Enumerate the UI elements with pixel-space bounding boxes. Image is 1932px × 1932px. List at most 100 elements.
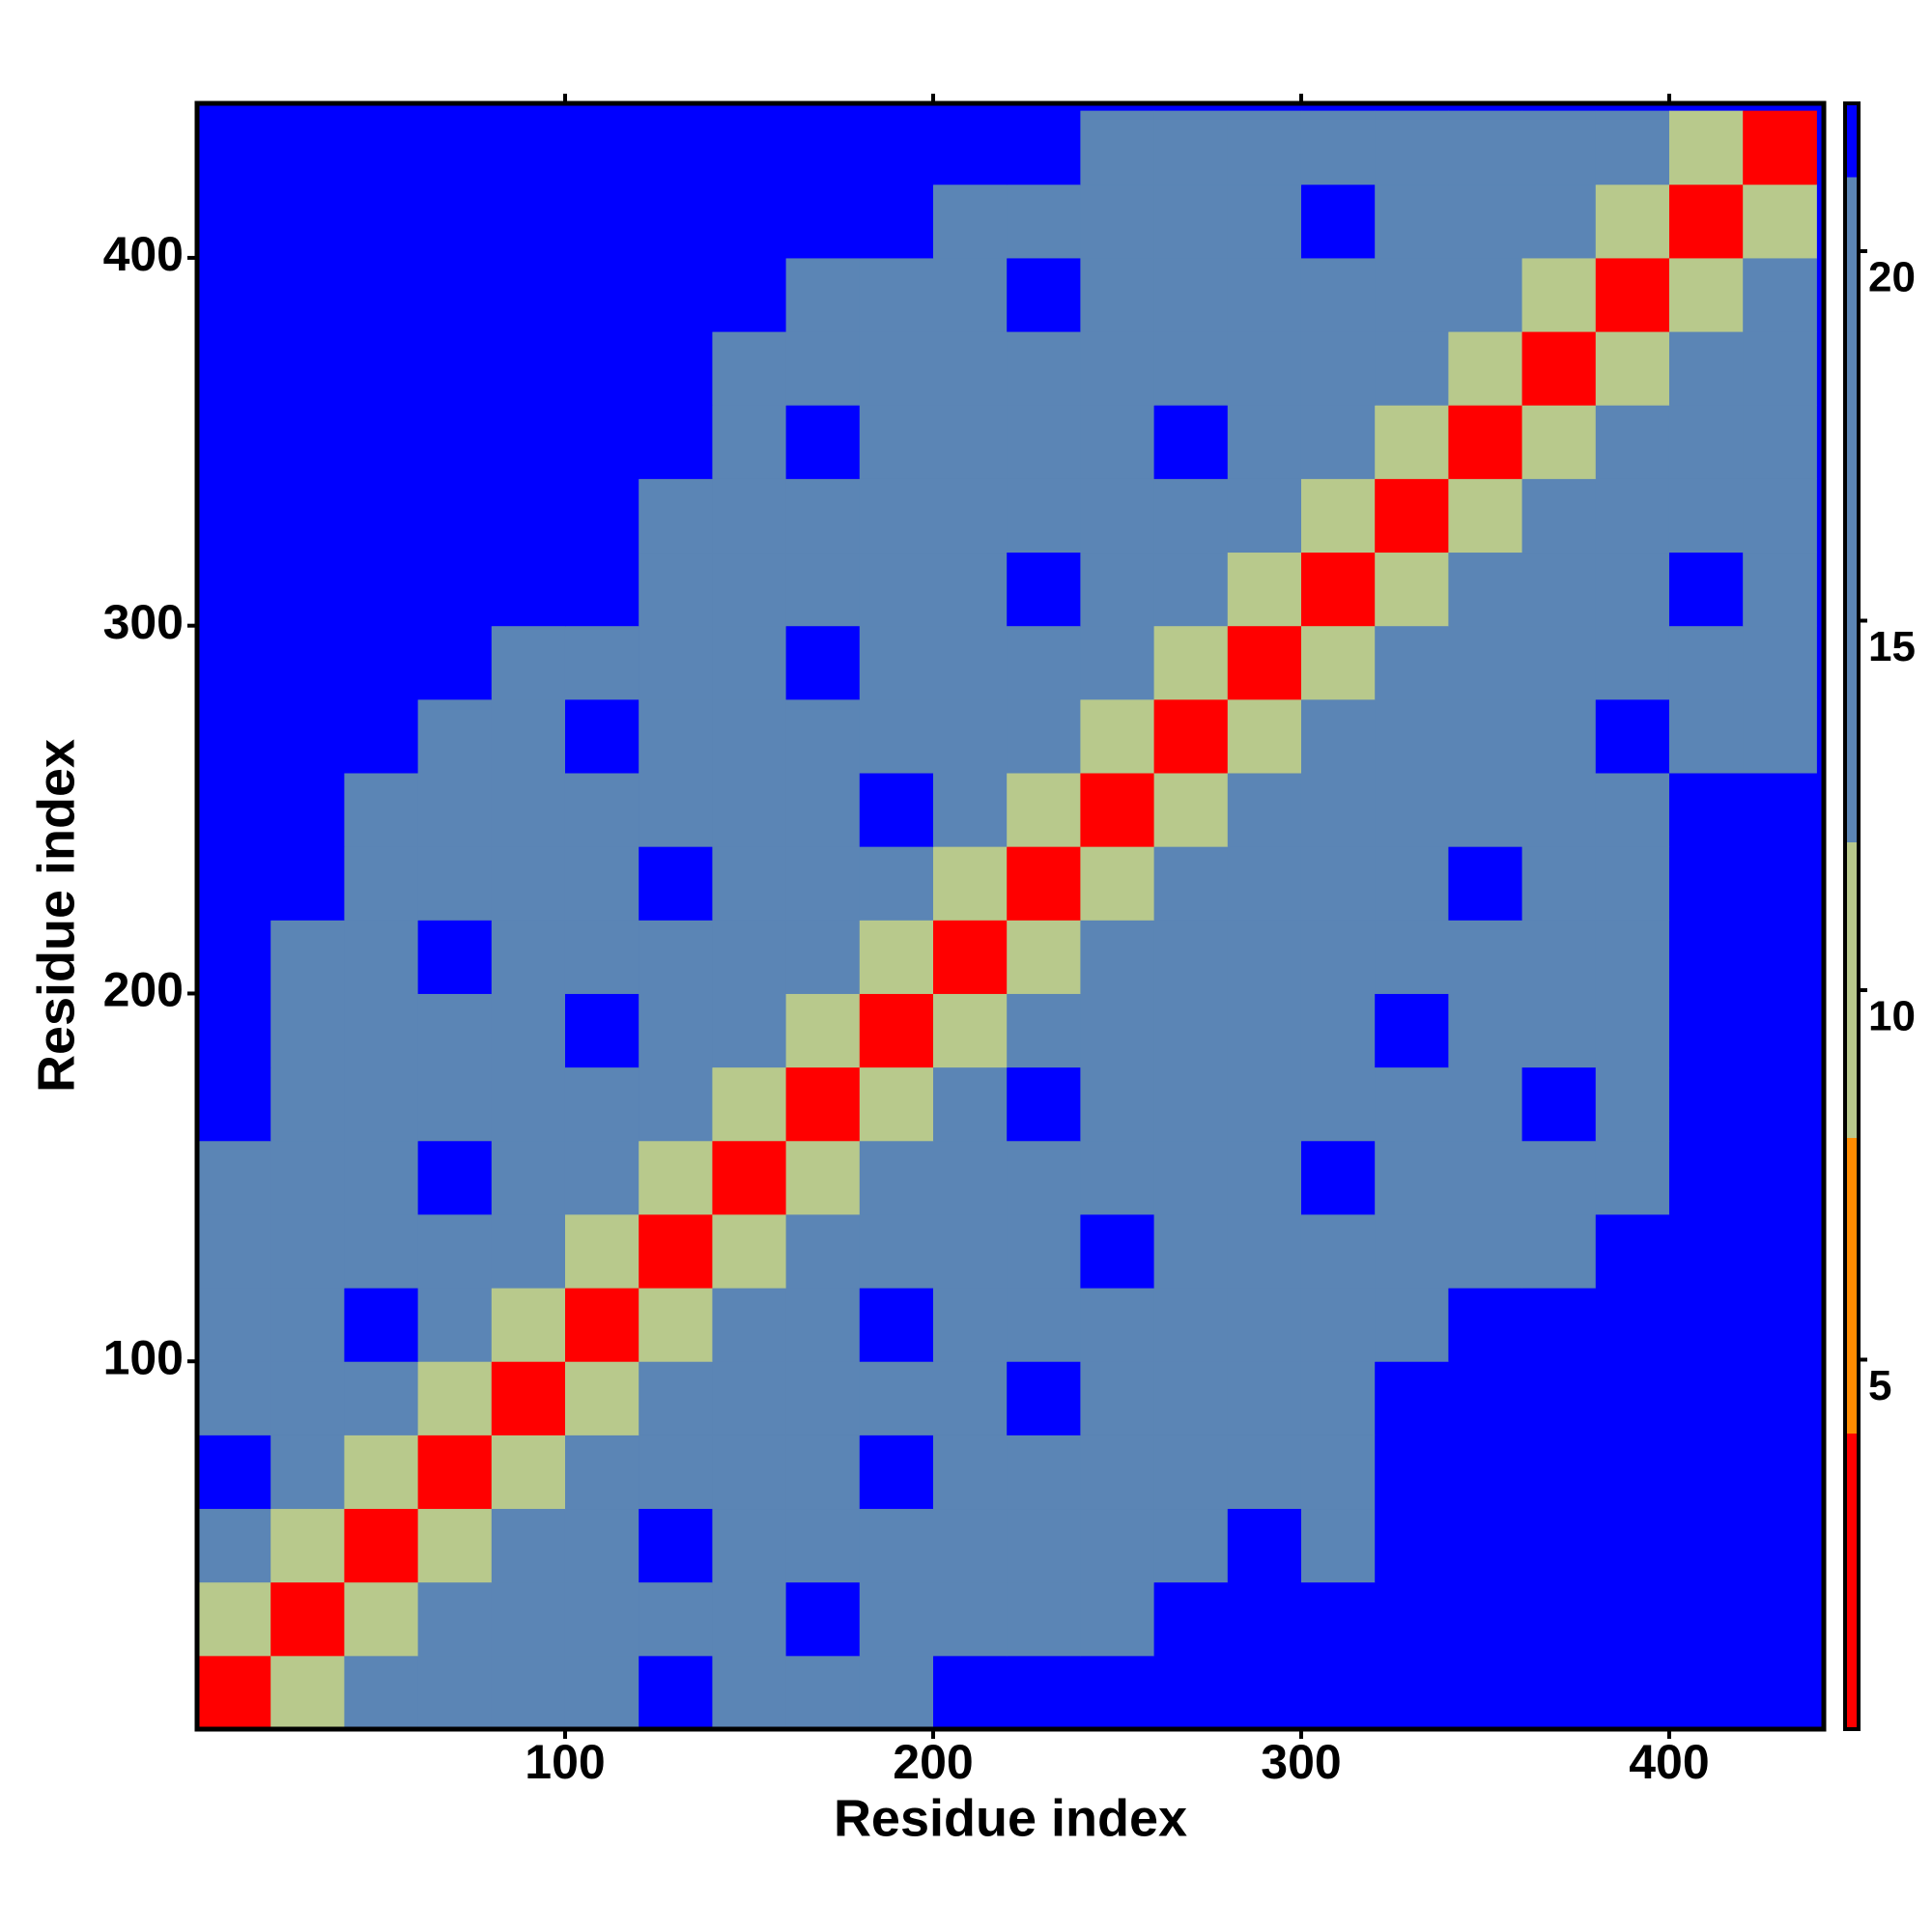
heatmap-cell	[1300, 1213, 1376, 1289]
heatmap-cell	[785, 1581, 861, 1657]
heatmap-cell	[344, 1508, 419, 1583]
heatmap-cell	[491, 920, 566, 994]
heatmap-cell	[712, 110, 787, 185]
heatmap-cell	[197, 1140, 271, 1215]
heatmap-cell	[1448, 184, 1523, 259]
heatmap-cell	[197, 625, 271, 700]
heatmap-cell	[1007, 110, 1081, 185]
heatmap-cell	[417, 110, 493, 185]
heatmap-cell	[270, 1140, 345, 1215]
heatmap-cell	[344, 920, 419, 994]
heatmap-cell	[639, 625, 713, 700]
heatmap-cell	[344, 1066, 419, 1142]
colorbar-tick-label: 5	[1868, 1362, 1891, 1409]
heatmap-cell	[491, 184, 566, 259]
heatmap-cell	[1743, 1435, 1817, 1510]
heatmap-cell	[639, 1288, 713, 1362]
heatmap-cell	[270, 698, 345, 774]
heatmap-cell	[639, 846, 713, 921]
heatmap-cell	[197, 478, 271, 554]
heatmap-cell	[1448, 331, 1523, 406]
heatmap-cell	[491, 405, 566, 479]
heatmap-cell	[932, 184, 1008, 259]
heatmap-cell	[639, 184, 713, 259]
heatmap-cell	[1007, 1288, 1081, 1362]
heatmap-cell	[1227, 1655, 1302, 1730]
heatmap-cell	[417, 1361, 493, 1435]
heatmap-cell	[1007, 257, 1081, 332]
heatmap-cell	[785, 1213, 861, 1289]
heatmap-cell	[712, 1361, 787, 1435]
heatmap-cell	[564, 1288, 639, 1362]
heatmap-cell	[859, 552, 934, 627]
heatmap-cell	[1227, 1508, 1302, 1583]
heatmap-cell	[1595, 625, 1670, 700]
heatmap-cell	[1521, 1508, 1597, 1583]
heatmap-cell	[1668, 478, 1744, 554]
heatmap-cell	[417, 1508, 493, 1583]
heatmap-cell	[564, 698, 639, 774]
heatmap-cell	[270, 993, 345, 1068]
heatmap-cell	[1595, 257, 1670, 332]
heatmap-cell	[1080, 110, 1155, 185]
heatmap-cell	[639, 1361, 713, 1435]
heatmap-cell	[1375, 405, 1449, 479]
heatmap-cell	[1227, 331, 1302, 406]
heatmap-cell	[417, 184, 493, 259]
colorbar-segment	[1845, 1434, 1859, 1729]
heatmap-cell	[270, 1288, 345, 1362]
heatmap-cell	[712, 1140, 787, 1215]
heatmap-cell	[564, 331, 639, 406]
heatmap-cell	[1375, 331, 1449, 406]
heatmap-cell	[1300, 184, 1376, 259]
heatmap-cell	[1448, 1066, 1523, 1142]
heatmap-cell	[1743, 110, 1817, 185]
heatmap-cell	[639, 478, 713, 554]
colorbar-frame	[1843, 101, 1861, 1731]
heatmap-cell	[1227, 478, 1302, 554]
heatmap-cell	[1595, 478, 1670, 554]
heatmap-cell	[1080, 1581, 1155, 1657]
heatmap-cell	[344, 405, 419, 479]
heatmap-cell	[859, 1435, 934, 1510]
y-axis-title: Residue index	[27, 739, 85, 1093]
heatmap-cell	[712, 1508, 787, 1583]
heatmap-cell	[712, 1066, 787, 1142]
heatmap-cell	[932, 1288, 1008, 1362]
heatmap-cell	[639, 1655, 713, 1730]
heatmap-cell	[1743, 1581, 1817, 1657]
heatmap-cell	[1668, 846, 1744, 921]
heatmap-cell	[1521, 1361, 1597, 1435]
heatmap-cell	[1153, 478, 1229, 554]
heatmap-cell	[197, 1066, 271, 1142]
heatmap-cell	[1300, 1288, 1376, 1362]
heatmap-cell	[1153, 773, 1229, 847]
heatmap-cell	[1521, 110, 1597, 185]
heatmap-cell	[1521, 1655, 1597, 1730]
heatmap-cell	[1448, 625, 1523, 700]
heatmap-cell	[564, 1435, 639, 1510]
heatmap-cell	[859, 846, 934, 921]
heatmap-cell	[712, 920, 787, 994]
heatmap-cell	[197, 1655, 271, 1730]
heatmap-cell	[417, 1655, 493, 1730]
heatmap-cell	[932, 257, 1008, 332]
heatmap-cell	[932, 1655, 1008, 1730]
heatmap-cell	[785, 993, 861, 1068]
heatmap-cell	[1227, 1288, 1302, 1362]
heatmap-cell	[197, 846, 271, 921]
heatmap-cell	[932, 1361, 1008, 1435]
heatmap-cell	[1007, 846, 1081, 921]
heatmap-cell	[1521, 846, 1597, 921]
heatmap-cell	[785, 1655, 861, 1730]
heatmap-cell	[344, 478, 419, 554]
heatmap-cell	[859, 405, 934, 479]
heatmap-cell	[1521, 1140, 1597, 1215]
heatmap-cell	[1668, 184, 1744, 259]
heatmap-cell	[1227, 920, 1302, 994]
heatmap-cell	[1227, 1581, 1302, 1657]
heatmap-cell	[1743, 184, 1817, 259]
heatmap-cell	[491, 1361, 566, 1435]
heatmap-cell	[785, 625, 861, 700]
heatmap-cell	[1668, 1066, 1744, 1142]
